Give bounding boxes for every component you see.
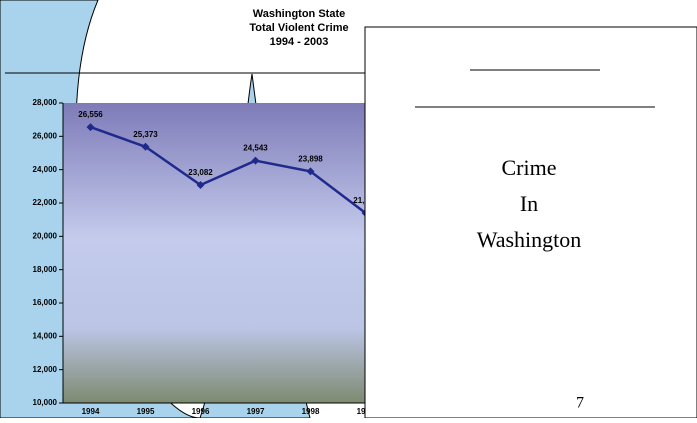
y-tick-label: 14,000 [33,331,58,340]
page-number: 7 [576,395,584,412]
y-tick-label: 10,000 [33,398,58,407]
data-point [196,180,205,189]
y-tick-label: 16,000 [33,298,58,307]
y-tick-label: 20,000 [33,231,58,240]
cover-text: Crime [502,155,557,180]
series-line [90,125,367,214]
y-tick-label: 24,000 [33,165,58,174]
chart-title: Washington State [253,8,345,20]
y-tick-label: 18,000 [33,265,58,274]
data-label: 23,082 [188,168,213,177]
data-label: 23,898 [298,154,323,163]
data-label: 26,556 [78,110,103,119]
x-tick-label: 1994 [82,407,100,416]
data-point [251,156,260,165]
x-tick-label: 1997 [247,407,265,416]
x-tick-label: 1996 [192,407,210,416]
cover-box [364,26,697,419]
y-tick-label: 28,000 [33,98,58,107]
data-point [306,167,315,176]
y-tick-label: 22,000 [33,198,58,207]
chart-title: 1994 - 2003 [270,36,329,48]
chart-title: Total Violent Crime [249,22,348,34]
data-label: 25,373 [133,130,158,139]
data-point [86,123,95,132]
x-tick-label: 1998 [302,407,320,416]
cover-text: In [520,191,538,216]
data-label: 24,543 [243,144,268,153]
cover-text: Washington [477,227,582,252]
data-point [141,142,150,151]
y-tick-label: 26,000 [33,131,58,140]
y-tick-label: 12,000 [33,365,58,374]
x-tick-label: 1995 [137,407,155,416]
cover-page: Crime In Washington 7 [364,26,697,419]
